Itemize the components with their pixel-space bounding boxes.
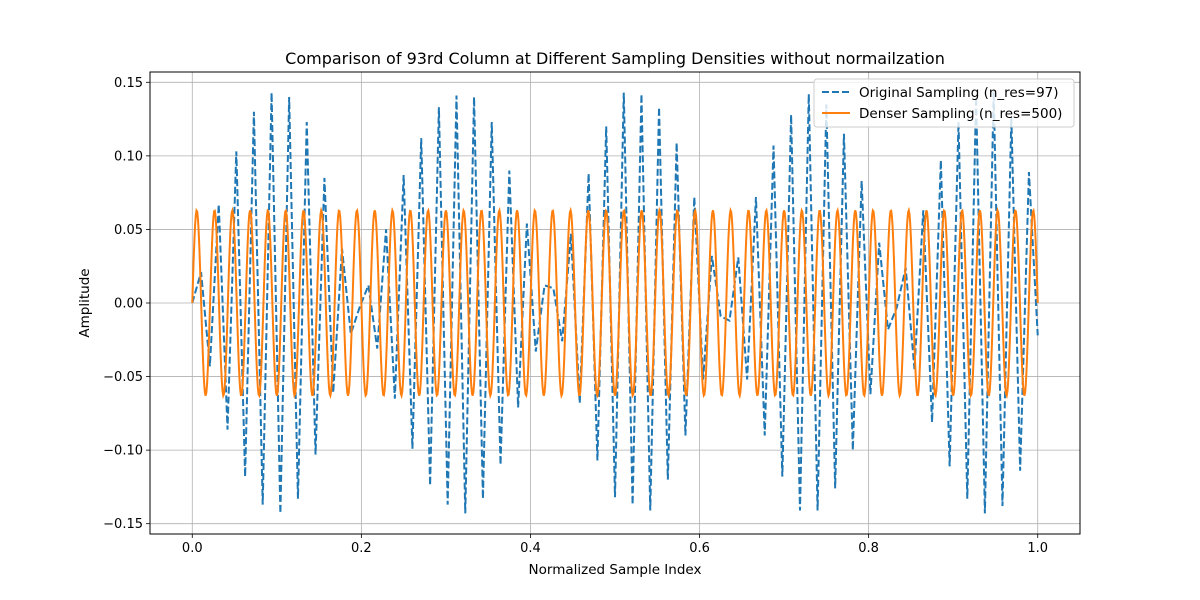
- y-tick-label: 0.10: [114, 149, 143, 164]
- y-tick-label: 0.00: [114, 297, 143, 312]
- series-layer: [191, 91, 1039, 514]
- legend-box: [813, 78, 1075, 128]
- y-axis-ticks: −0.15 −0.10 −0.05 0.00 0.05 0.10 0.15: [103, 76, 150, 532]
- y-axis-label: Amplitude: [77, 268, 93, 337]
- x-tick-label: 0.4: [520, 541, 541, 556]
- grid: [150, 72, 1080, 534]
- legend: Original Sampling (n_res=97) Denser Samp…: [813, 78, 1075, 128]
- series-original-line: [191, 91, 1039, 514]
- y-tick-label: −0.10: [103, 444, 143, 459]
- x-axis-label: Normalized Sample Index: [529, 562, 702, 578]
- x-tick-label: 0.2: [351, 541, 372, 556]
- x-tick-label: 0.8: [858, 541, 879, 556]
- y-tick-label: 0.05: [114, 223, 143, 238]
- y-tick-label: 0.15: [114, 76, 143, 91]
- x-axis-ticks: 0.0 0.2 0.4 0.6 0.8 1.0: [182, 534, 1048, 556]
- y-tick-label: −0.05: [103, 370, 143, 385]
- x-tick-label: 0.0: [182, 541, 203, 556]
- legend-label-original: Original Sampling (n_res=97): [859, 85, 1059, 101]
- x-tick-label: 0.6: [689, 541, 710, 556]
- x-tick-label: 1.0: [1027, 541, 1048, 556]
- y-tick-label: −0.15: [103, 517, 143, 532]
- legend-label-denser: Denser Sampling (n_res=500): [859, 106, 1062, 122]
- chart-title: Comparison of 93rd Column at Different S…: [285, 49, 945, 68]
- series-denser-line: [191, 206, 1039, 400]
